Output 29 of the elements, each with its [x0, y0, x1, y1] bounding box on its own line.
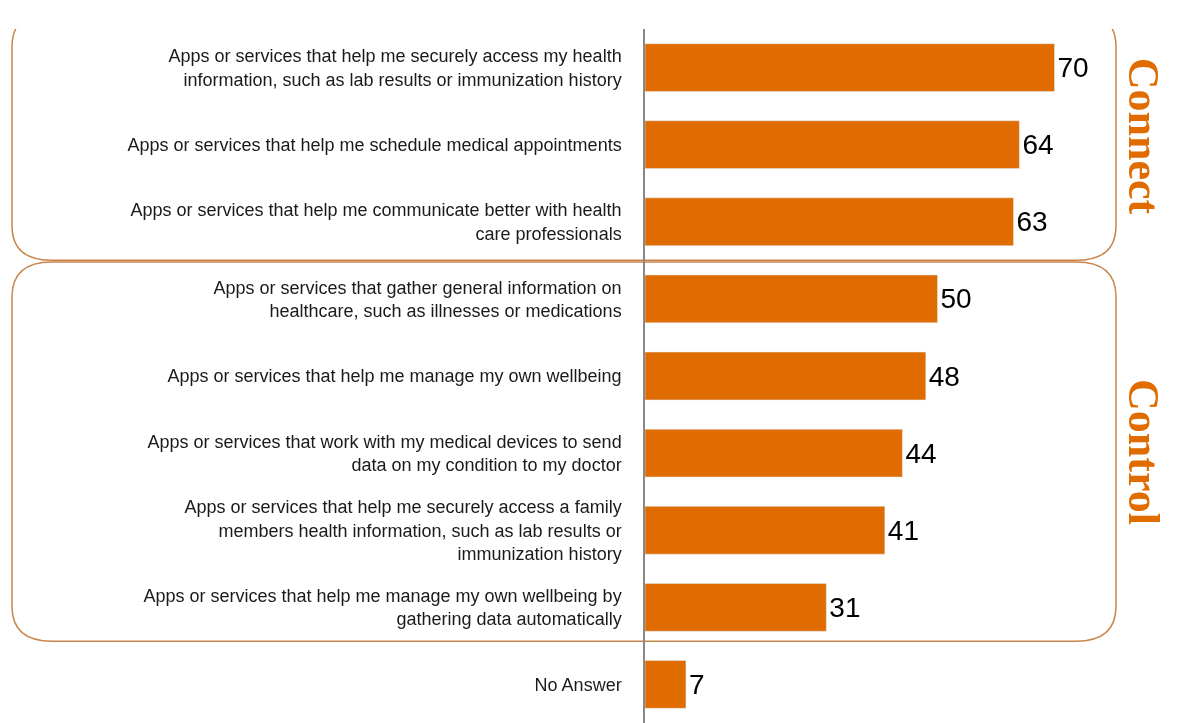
- bar: [645, 583, 827, 632]
- bar: [645, 43, 1055, 92]
- data-label: 7: [688, 668, 705, 700]
- y-tick-label: No Answer: [534, 674, 622, 695]
- data-label: 41: [887, 514, 919, 546]
- y-tick-label: Apps or services that help me schedule medical appointments: [127, 134, 622, 155]
- y-tick-label: Apps or services that help me manage my own wellbeing by gathering data automatically: [143, 585, 622, 630]
- bar: [645, 120, 1020, 169]
- text: Connect: [1118, 57, 1168, 215]
- y-tick-label: Apps or services that help me manage my own wellbeing: [167, 366, 622, 387]
- bar: [645, 660, 687, 709]
- data-label: 50: [940, 283, 972, 315]
- text: Control: [1119, 379, 1169, 525]
- y-tick-label: Apps or services that help me securely access a family members health information, such as lab results or immunization history: [184, 497, 622, 564]
- y-tick-label: Apps or services that help me securely access my health information, such as lab results or immunization history: [168, 46, 622, 90]
- data-label: 48: [928, 360, 960, 392]
- bar: [645, 274, 938, 324]
- y-tick-label: Apps or services that work with my medical devices to send data on my condition to my doctor: [147, 431, 622, 476]
- y-tick-label: Apps or services that help me communicate better with health care professionals: [130, 200, 622, 244]
- y-tick-label: Apps or services that gather general information on healthcare, such as illnesses or medications: [213, 277, 622, 321]
- data-label: 70: [1057, 52, 1089, 84]
- data-label: 64: [1022, 129, 1054, 161]
- bar: [645, 506, 886, 555]
- bar: [645, 428, 903, 478]
- bar: [645, 351, 927, 401]
- data-label: 44: [905, 437, 937, 469]
- bar: [645, 197, 1014, 246]
- data-label: 31: [829, 591, 861, 623]
- data-label: 63: [1016, 206, 1048, 238]
